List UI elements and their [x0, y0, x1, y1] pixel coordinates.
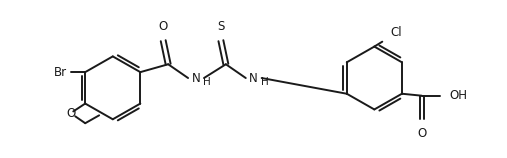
Text: OH: OH — [450, 89, 467, 102]
Text: N: N — [192, 72, 200, 85]
Text: Br: Br — [54, 66, 67, 79]
Text: Cl: Cl — [390, 26, 402, 39]
Text: S: S — [217, 20, 225, 33]
Text: O: O — [417, 127, 426, 140]
Text: H: H — [261, 77, 268, 87]
Text: O: O — [66, 107, 76, 120]
Text: H: H — [203, 77, 211, 87]
Text: O: O — [159, 20, 168, 33]
Text: N: N — [249, 72, 258, 85]
